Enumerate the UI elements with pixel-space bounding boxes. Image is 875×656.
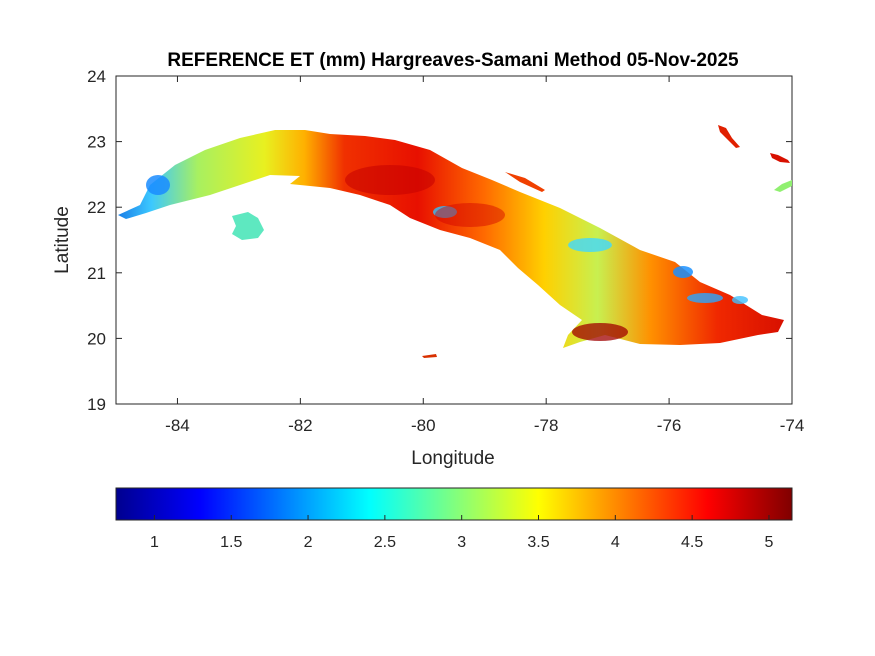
- colorbar-tick-label: 4.5: [681, 534, 703, 551]
- x-tick-label: -82: [288, 416, 313, 435]
- hot-patch-central: [435, 203, 505, 227]
- y-tick-label: 20: [87, 329, 106, 348]
- cool-patch-east3: [732, 296, 748, 304]
- colorbar-tick-label: 3: [457, 534, 466, 551]
- y-axis-label: Latitude: [52, 206, 73, 274]
- chart-title: REFERENCE ET (mm) Hargreaves-Samani Meth…: [167, 50, 739, 71]
- colorbar: [115, 487, 793, 521]
- hot-patch-matanzas: [345, 165, 435, 195]
- x-tick-label: -78: [534, 416, 559, 435]
- cay-north-1: [505, 172, 545, 192]
- hot-patch-southeast: [572, 323, 628, 341]
- colorbar-tick-label: 3.5: [527, 534, 549, 551]
- map-island-group: [118, 125, 792, 358]
- cuba-main-island: [118, 130, 784, 348]
- y-tick-label: 24: [87, 67, 106, 86]
- cay-northeast-1: [718, 125, 740, 148]
- x-tick-label: -74: [780, 416, 805, 435]
- cool-patch-east2: [687, 293, 723, 303]
- cay-south: [422, 354, 437, 358]
- isla-de-la-juventud: [232, 212, 264, 240]
- colorbar-tick-label: 1.5: [220, 534, 242, 551]
- y-tick-label: 23: [87, 133, 106, 152]
- cool-patch-central: [433, 206, 457, 218]
- y-tick-label: 22: [87, 198, 106, 217]
- cool-patch-camaguey: [568, 238, 612, 252]
- x-axis-label: Longitude: [411, 448, 494, 469]
- x-tick-label: -84: [165, 416, 190, 435]
- y-tick-label: 21: [87, 264, 106, 283]
- x-tick-label: -80: [411, 416, 436, 435]
- plot-area: [115, 75, 793, 405]
- colorbar-tick-label: 5: [765, 534, 774, 551]
- colorbar-tick-label: 4: [611, 534, 620, 551]
- cool-patch-east1: [673, 266, 693, 278]
- colorbar-tick-label: 2: [304, 534, 313, 551]
- cool-patch-west: [146, 175, 170, 195]
- x-axis-ticks: -84 -82 -80 -78 -76 -74: [165, 76, 804, 435]
- colorbar-tick-label: 1: [150, 534, 159, 551]
- colorbar-tick-label: 2.5: [374, 534, 396, 551]
- y-tick-label: 19: [87, 395, 106, 414]
- y-axis-ticks: 19 20 21 22 23 24: [87, 67, 792, 414]
- colorbar-ticks: 1 1.5 2 2.5 3 3.5 4 4.5 5: [150, 515, 774, 551]
- x-tick-label: -76: [657, 416, 682, 435]
- cay-northeast-2: [770, 153, 790, 163]
- cay-east-green: [774, 180, 792, 192]
